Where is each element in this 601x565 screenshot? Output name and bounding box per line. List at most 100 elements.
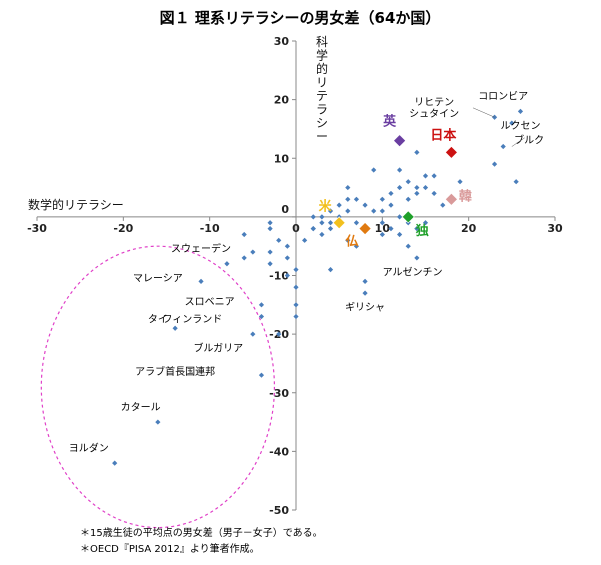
data-point xyxy=(327,267,334,273)
data-point xyxy=(276,237,282,243)
x-tick-label: 0 xyxy=(292,222,300,235)
data-point xyxy=(491,161,498,167)
axes xyxy=(36,40,556,511)
country-label: ギリシャ xyxy=(345,302,385,314)
data-point xyxy=(397,184,403,191)
data-point xyxy=(112,460,118,466)
data-point xyxy=(513,179,519,185)
y-tick-label: -50 xyxy=(269,504,289,517)
chart-title: 図１ 理系リテラシーの男女差（64か国） xyxy=(160,9,441,27)
data-point xyxy=(379,220,385,226)
highlighted-point xyxy=(358,222,372,236)
highlighted-point xyxy=(401,210,415,224)
data-point xyxy=(414,226,420,232)
data-point xyxy=(250,331,256,337)
x-tick-label: -30 xyxy=(27,222,47,235)
data-point xyxy=(517,108,524,114)
data-point xyxy=(379,231,385,238)
data-point xyxy=(302,237,308,243)
data-point xyxy=(293,302,299,308)
country-label: スウェーデン xyxy=(171,242,231,255)
label-leader xyxy=(511,137,525,147)
country-label: ルクセン xyxy=(500,120,540,132)
data-point xyxy=(319,214,325,220)
data-point xyxy=(388,190,394,197)
x-axis-label: 数学的リテラシー xyxy=(28,197,124,212)
data-points xyxy=(112,108,524,466)
data-point xyxy=(353,243,360,249)
country-label: ブルガリア xyxy=(193,342,243,355)
data-point xyxy=(353,196,360,202)
country-label: マレーシア xyxy=(133,273,183,284)
country-label: アルゼンチン xyxy=(383,267,443,279)
country-label: タイ xyxy=(148,313,168,325)
data-point xyxy=(345,196,351,202)
highlighted-point xyxy=(393,134,407,148)
y-axis-label-char: 学 xyxy=(316,48,328,63)
y-axis-label-char: リ xyxy=(316,76,328,90)
data-point xyxy=(362,202,368,208)
data-point xyxy=(284,255,290,261)
data-point xyxy=(284,272,290,279)
label-leader xyxy=(472,107,495,118)
country-label: フィンランド xyxy=(162,313,222,325)
data-point xyxy=(276,331,282,337)
highlighted-label: 日本 xyxy=(430,127,456,143)
x-tick-label: -10 xyxy=(200,222,220,235)
data-point xyxy=(293,313,299,320)
data-point xyxy=(258,302,265,308)
data-point xyxy=(250,249,256,255)
data-point xyxy=(258,313,265,320)
highlighted-label: 仏 xyxy=(346,235,359,250)
data-point xyxy=(371,167,377,173)
data-point xyxy=(310,226,316,232)
data-point xyxy=(345,237,351,243)
data-point xyxy=(440,202,446,208)
data-point xyxy=(388,226,394,232)
data-point xyxy=(198,278,204,284)
y-tick-label: -30 xyxy=(269,387,289,400)
data-point xyxy=(241,231,247,238)
data-point xyxy=(388,202,394,208)
data-point xyxy=(267,249,273,255)
country-label: スロベニア xyxy=(185,296,235,308)
highlighted-label: 韓 xyxy=(459,188,472,204)
data-point xyxy=(405,196,411,202)
y-axis-label-char: テ xyxy=(316,89,328,103)
data-point xyxy=(345,184,351,191)
country-label: コロンビア xyxy=(478,91,528,103)
data-point xyxy=(414,149,420,155)
data-point xyxy=(405,179,411,185)
data-point xyxy=(362,290,368,296)
data-point xyxy=(414,184,420,191)
data-point xyxy=(422,173,429,179)
data-point xyxy=(371,208,377,214)
data-point xyxy=(310,214,316,220)
data-point xyxy=(397,167,403,173)
data-point xyxy=(319,231,325,238)
data-point xyxy=(267,220,273,226)
x-tick-label: 10 xyxy=(375,222,391,235)
y-tick-label: 30 xyxy=(274,35,290,48)
highlighted-label: 米 xyxy=(319,199,333,215)
country-label: リヒテン xyxy=(414,96,454,108)
data-point xyxy=(293,267,299,273)
data-point xyxy=(327,226,334,232)
y-axis-label-char: ラ xyxy=(316,103,328,117)
data-point xyxy=(267,226,273,232)
data-point xyxy=(345,208,351,214)
data-point xyxy=(327,208,334,214)
country-label: ヨルダン xyxy=(69,441,109,454)
data-point xyxy=(397,214,403,220)
footnote-2: ＊OECD『PISA 2012』より筆者作成。 xyxy=(80,542,260,555)
data-point xyxy=(379,208,385,214)
data-point xyxy=(500,143,506,150)
data-point xyxy=(422,184,429,191)
data-point xyxy=(405,243,411,249)
y-axis-label-char: ー xyxy=(316,130,328,144)
data-point xyxy=(457,179,463,185)
data-point xyxy=(172,325,178,331)
y-axis-label-char: 科 xyxy=(316,35,328,49)
country-label: シュタイン xyxy=(409,108,459,120)
